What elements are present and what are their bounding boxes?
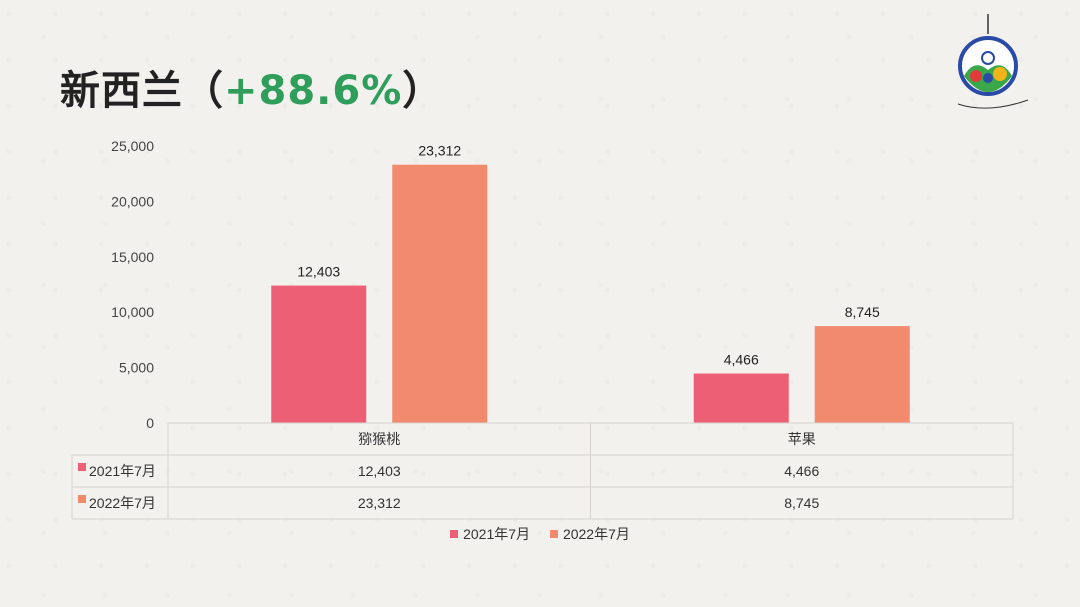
legend-item-2022: 2022年7月 bbox=[549, 524, 630, 544]
bar-value-label: 8,745 bbox=[845, 304, 880, 320]
bar-value-label: 12,403 bbox=[297, 264, 340, 280]
page-title: 新西兰（+88.6%） bbox=[60, 58, 443, 116]
legend-swatch-2021 bbox=[450, 530, 459, 538]
category-label: 苹果 bbox=[788, 431, 816, 447]
y-tick-label: 20,000 bbox=[111, 193, 154, 209]
bar bbox=[693, 373, 789, 423]
y-tick-label: 0 bbox=[146, 415, 154, 431]
bar bbox=[392, 164, 488, 423]
y-tick-label: 10,000 bbox=[111, 304, 154, 320]
table-value: 12,403 bbox=[358, 463, 401, 479]
table-legend-swatch bbox=[78, 495, 86, 503]
y-tick-label: 25,000 bbox=[111, 138, 154, 154]
legend-label-2022: 2022年7月 bbox=[562, 526, 630, 542]
category-label: 猕猴桃 bbox=[358, 431, 400, 447]
table-value: 23,312 bbox=[358, 495, 401, 511]
table-series-label: 2021年7月 bbox=[89, 463, 156, 479]
table-value: 8,745 bbox=[784, 495, 819, 511]
world-fruit-china-market-logo bbox=[957, 14, 1029, 109]
y-tick-label: 15,000 bbox=[111, 249, 154, 265]
legend-label-2021: 2021年7月 bbox=[463, 526, 531, 542]
legend-item-2021: 2021年7月 bbox=[450, 524, 530, 544]
y-tick-label: 5,000 bbox=[119, 360, 154, 376]
chart-legend: 2021年7月 2022年7月 bbox=[0, 524, 1080, 544]
title-close: ） bbox=[402, 68, 444, 114]
bar bbox=[814, 326, 910, 423]
bar-value-label: 4,466 bbox=[724, 352, 759, 368]
title-main: 新西兰（ bbox=[60, 68, 224, 114]
table-legend-swatch bbox=[78, 463, 86, 471]
table-value: 4,466 bbox=[784, 463, 819, 479]
legend-swatch-2022 bbox=[549, 530, 558, 538]
table-series-label: 2022年7月 bbox=[89, 495, 156, 511]
bar bbox=[271, 285, 367, 423]
bar-value-label: 23,312 bbox=[418, 143, 461, 159]
growth-percentage: +88.6% bbox=[224, 68, 403, 114]
